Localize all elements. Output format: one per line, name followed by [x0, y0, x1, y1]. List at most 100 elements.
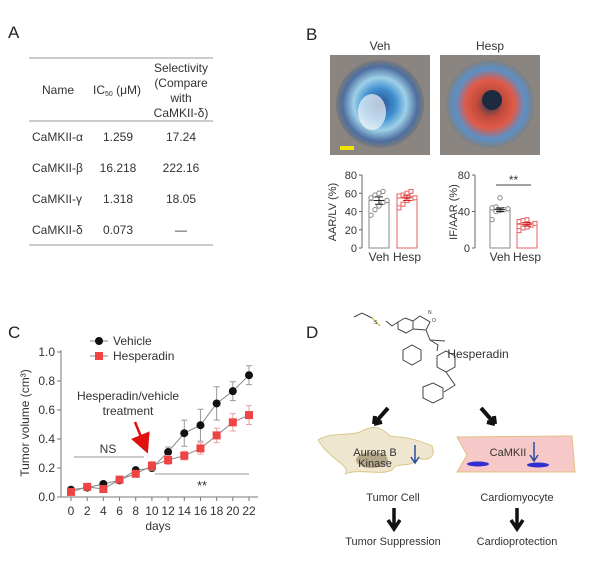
x-tick-label: 20	[226, 504, 240, 518]
y-tick-label: 0.6	[38, 403, 55, 417]
data-point	[245, 371, 253, 380]
data-point	[408, 188, 414, 194]
y-tick-label: 0	[464, 243, 470, 255]
data-point	[164, 448, 173, 457]
row-ic50: 0.073	[103, 223, 133, 237]
oxygen-atom: O	[432, 318, 436, 324]
x-tick-label: 22	[242, 504, 256, 518]
x-category-label: Hesp	[393, 250, 421, 264]
x-tick-label: 12	[161, 504, 175, 518]
legend-marker	[95, 337, 103, 345]
row-name: CaMKII-δ	[32, 223, 83, 237]
data-point	[412, 195, 418, 201]
y-tick-label: 60	[345, 188, 357, 200]
data-point	[489, 217, 495, 223]
bar	[489, 209, 511, 249]
data-point	[196, 444, 205, 453]
panel-label-c: C	[8, 323, 20, 342]
row-selectivity: 18.05	[166, 192, 196, 206]
data-point	[505, 206, 511, 212]
data-point	[245, 411, 253, 420]
if-aar-bar-chart: 0 40 80 IF/AAR (%) Veh Hesp **	[448, 170, 541, 264]
cardio-target-label: CaMKII	[490, 447, 527, 459]
x-tick-label: 10	[145, 504, 159, 518]
row-ic50: 16.218	[100, 161, 137, 175]
heart-label-hesp: Hesp	[476, 39, 504, 53]
row-selectivity: —	[175, 223, 187, 237]
data-point	[196, 421, 205, 430]
panel-label-a: A	[8, 23, 20, 42]
y-tick-label: 0.4	[38, 432, 55, 446]
row-ic50: 1.318	[103, 192, 133, 206]
y-tick-label: 0	[351, 243, 357, 255]
x-tick-label: 0	[68, 504, 75, 518]
aar-lv-bar-chart: 0 20 40 60 80 AAR/LV (%) Veh Hesp	[327, 170, 421, 264]
tumor-kinase-label-1: Aurora B	[353, 447, 396, 459]
data-point	[164, 456, 173, 465]
down-regulation-arrow-icon	[529, 442, 539, 463]
header-name: Name	[42, 83, 74, 97]
y-tick-label: 0.8	[38, 374, 55, 388]
row-selectivity: 17.24	[166, 130, 196, 144]
cardio-nucleus	[527, 462, 549, 468]
data-point	[372, 206, 378, 213]
tumor-cell-shape	[317, 427, 434, 475]
cardiomyocyte-label: Cardiomyocyte	[480, 492, 553, 504]
heart-image-hesp	[440, 55, 540, 155]
data-point	[493, 204, 499, 210]
y-axis-label: Tumor volume (cm³)	[18, 369, 32, 477]
nitrogen-atom: N	[428, 310, 432, 316]
down-regulation-arrow-icon	[410, 445, 420, 465]
data-point	[228, 387, 237, 396]
cardio-nucleus	[467, 461, 489, 467]
x-category-label: Veh	[369, 250, 390, 264]
data-point	[516, 228, 522, 234]
y-tick-label: 80	[458, 170, 470, 182]
panel-label-d: D	[306, 323, 318, 342]
header-selectivity-2: (Compare	[154, 76, 208, 90]
row-ic50: 1.259	[103, 130, 133, 144]
row-name: CaMKII-β	[32, 161, 83, 175]
tumor-cell-label: Tumor Cell	[366, 492, 419, 504]
y-tick-label: 80	[345, 170, 357, 182]
significance-label: **	[509, 173, 519, 187]
hesperadin-structure	[353, 312, 456, 404]
y-tick-label: 40	[458, 207, 470, 219]
x-category-label: Veh	[490, 250, 511, 264]
table-row: CaMKII-β 16.218 222.16	[32, 161, 200, 175]
data-point	[180, 429, 189, 438]
table-row: CaMKII-α 1.259 17.24	[32, 130, 196, 144]
data-point	[147, 461, 156, 470]
arrow-to-cardio-icon	[479, 406, 497, 426]
x-tick-label: 2	[84, 504, 91, 518]
y-tick-label: 1.0	[38, 345, 55, 359]
data-point	[396, 193, 402, 199]
data-point	[83, 482, 92, 491]
x-tick-label: 4	[100, 504, 107, 518]
data-point	[396, 205, 402, 211]
bar	[396, 197, 418, 249]
data-point	[384, 197, 390, 204]
y-tick-label: 20	[345, 225, 357, 237]
data-point	[516, 219, 522, 225]
data-point	[212, 431, 221, 440]
y-axis-label: AAR/LV (%)	[327, 183, 339, 241]
header-ic50: IC50 (μM)	[93, 83, 141, 98]
ic50-table: Name IC50 (μM) Selectivity (Compare with…	[29, 57, 213, 246]
table-row: CaMKII-γ 1.318 18.05	[32, 192, 196, 206]
x-category-label: Hesp	[513, 250, 541, 264]
arrow-to-tumor-icon	[372, 406, 390, 426]
x-tick-label: 6	[116, 504, 123, 518]
significance-label: **	[197, 478, 207, 493]
error-bar	[495, 207, 505, 212]
error-bar	[402, 194, 412, 202]
data-point	[368, 212, 374, 218]
legend-label: Vehicle	[113, 334, 152, 348]
data-point	[497, 195, 503, 201]
drug-label: Hesperadin	[447, 347, 508, 361]
data-point	[524, 217, 530, 223]
data-point	[228, 418, 237, 427]
data-point	[532, 220, 538, 226]
